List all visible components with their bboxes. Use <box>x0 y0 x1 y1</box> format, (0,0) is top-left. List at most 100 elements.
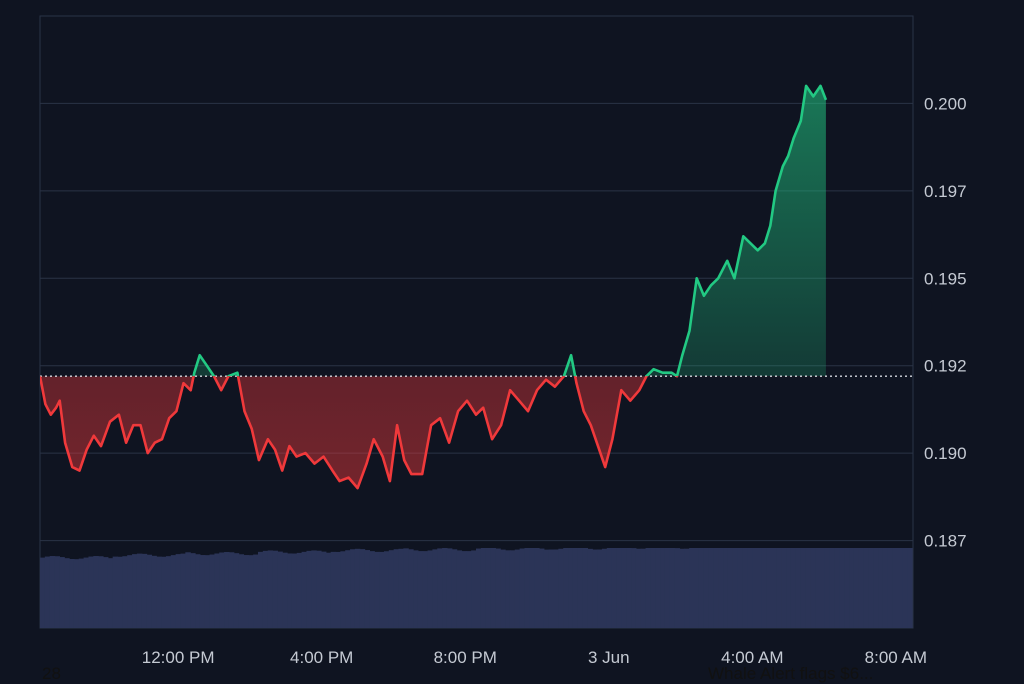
y-tick-label: 0.187 <box>924 532 967 551</box>
volume-bar <box>703 548 710 628</box>
volume-bar <box>185 552 191 628</box>
volume-bar <box>432 549 438 628</box>
volume-bar <box>480 548 487 628</box>
volume-bar <box>509 550 516 628</box>
volume-bar <box>635 548 642 628</box>
volume-bar <box>679 548 685 628</box>
volume-bar <box>267 550 274 628</box>
volume-bar <box>592 549 598 628</box>
volume-bar <box>829 548 836 628</box>
volume-bar <box>631 548 637 628</box>
volume-bar <box>902 548 908 628</box>
volume-bar <box>732 548 739 628</box>
volume-bar <box>878 548 884 628</box>
volume-bar <box>258 551 264 628</box>
volume-bar <box>442 548 448 628</box>
volume-bar <box>320 551 327 628</box>
volume-bar <box>756 548 763 628</box>
volume-bar <box>747 548 753 628</box>
volume-bar <box>224 552 230 628</box>
price-lines <box>40 84 828 490</box>
volume-bar <box>882 548 889 628</box>
volume-bar <box>597 549 603 628</box>
price-line-up <box>40 84 828 377</box>
volume-bar <box>606 548 613 628</box>
x-tick-label: 4:00 AM <box>721 648 783 667</box>
volume-bar <box>815 548 821 628</box>
y-axis-labels: 0.200 0.197 0.195 0.192 0.190 0.187 <box>924 94 967 550</box>
volume-bar <box>839 548 845 628</box>
volume-bar <box>408 549 414 628</box>
volume-bar <box>122 556 128 628</box>
volume-bar <box>660 548 666 628</box>
volume-bar <box>233 553 240 628</box>
volume-bar <box>810 548 816 628</box>
volume-bar <box>199 555 206 628</box>
volume-bar <box>471 550 477 628</box>
x-tick-label: 3 Jun <box>588 648 630 667</box>
volume-bar <box>766 548 773 628</box>
volume-bar <box>790 548 797 628</box>
volume-bar <box>422 551 429 628</box>
volume-bar <box>466 551 472 628</box>
volume-bar <box>844 548 850 628</box>
volume-bar <box>112 556 119 628</box>
volume-bar <box>834 548 840 628</box>
volume-bar <box>325 552 332 628</box>
volume-bar <box>398 548 404 628</box>
volume-bar <box>93 556 99 628</box>
volume-bar <box>568 548 574 628</box>
volume-bar <box>587 548 593 628</box>
volume-bar <box>698 548 705 628</box>
volume-bar <box>616 548 622 628</box>
footer-news-text[interactable]: Whale Alert flags $6... <box>708 664 874 683</box>
volume-bar <box>282 552 288 628</box>
volume-bar <box>69 558 75 628</box>
x-tick-label: 4:00 PM <box>290 648 353 667</box>
volume-bar <box>98 556 104 628</box>
volume-bar <box>495 548 501 628</box>
volume-bar <box>73 559 80 628</box>
volume-bar <box>577 548 584 628</box>
volume-bar <box>461 551 467 628</box>
volume-bar <box>262 550 269 628</box>
volume-bar <box>805 548 811 628</box>
volume-bar <box>296 552 303 628</box>
volume-bar <box>54 556 60 628</box>
volume-bar <box>146 554 153 628</box>
volume-bar <box>853 548 860 628</box>
volume-bar <box>345 550 351 628</box>
volume-bar <box>601 548 608 628</box>
volume-bar <box>291 553 298 628</box>
volume-bar <box>88 556 94 628</box>
volume-bar <box>248 555 254 628</box>
volume-bar <box>524 548 530 628</box>
volume-bar <box>500 549 506 628</box>
volume-bar <box>141 553 148 628</box>
volume-bar <box>446 548 453 628</box>
volume-bar <box>519 548 526 628</box>
volume-bar <box>548 549 555 628</box>
volume-bar <box>742 548 748 628</box>
volume-bar <box>107 558 114 628</box>
y-tick-label: 0.190 <box>924 444 967 463</box>
volume-bar <box>156 556 162 628</box>
volume-bar <box>383 551 390 628</box>
volume-bar <box>102 557 109 628</box>
volume-bar <box>44 556 51 628</box>
volume-bar <box>374 551 380 628</box>
volume-bar <box>340 551 346 628</box>
volume-bar <box>752 548 758 628</box>
volume-bar <box>689 548 695 628</box>
volume-bar <box>59 557 65 628</box>
volume-bar <box>369 551 375 628</box>
volume-bar <box>611 548 618 628</box>
volume-bar <box>713 548 719 628</box>
volume-bar <box>388 550 395 628</box>
volume-bar <box>621 548 627 628</box>
volume-bar <box>858 548 865 628</box>
volume-bar <box>655 548 661 628</box>
volume-bar <box>907 548 913 628</box>
volume-bar <box>572 548 579 628</box>
